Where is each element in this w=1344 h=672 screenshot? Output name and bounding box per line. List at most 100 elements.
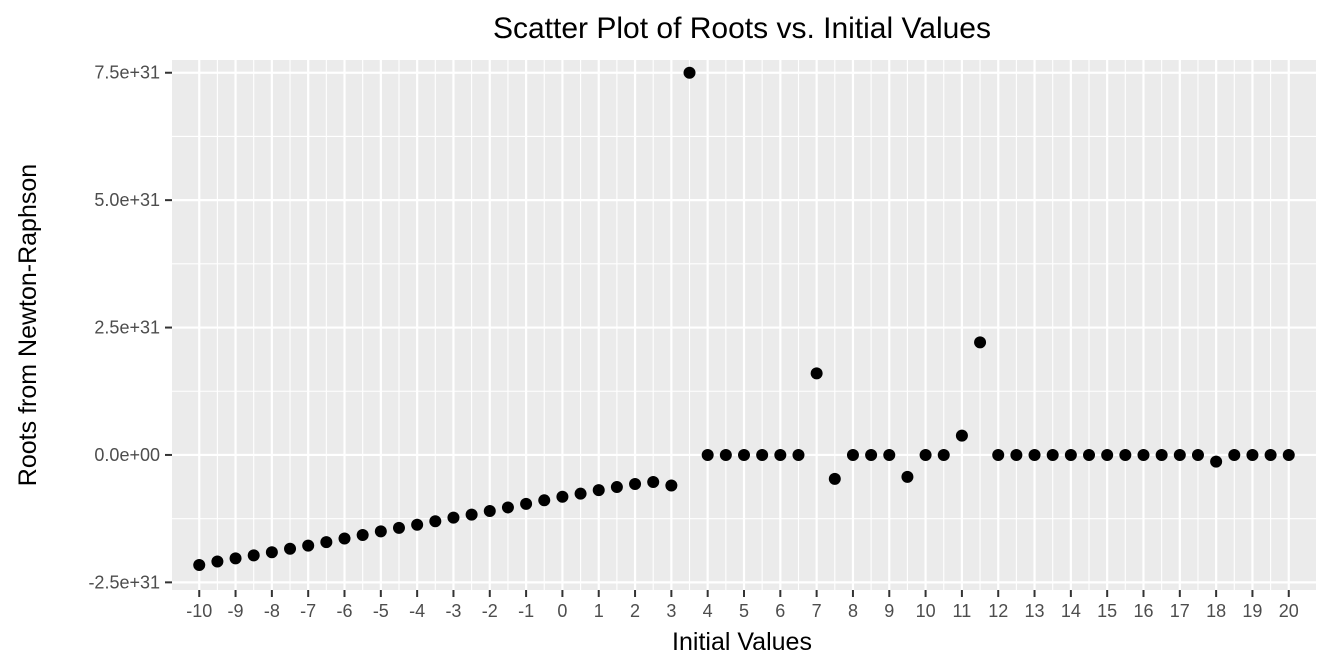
minor-gridlines	[172, 60, 1316, 590]
x-tick-label: 14	[1061, 601, 1081, 621]
data-point	[719, 448, 732, 461]
data-point	[302, 539, 315, 552]
data-point	[846, 448, 859, 461]
x-tick-label: 8	[848, 601, 858, 621]
data-point	[356, 528, 369, 541]
data-point	[592, 484, 605, 497]
data-point	[701, 448, 714, 461]
data-point	[338, 532, 351, 545]
x-tick-label: -4	[409, 601, 425, 621]
data-point	[683, 66, 696, 79]
x-tick-label: 19	[1242, 601, 1262, 621]
data-point	[1173, 448, 1186, 461]
x-tick-label: 5	[739, 601, 749, 621]
data-point	[1282, 448, 1295, 461]
data-point	[520, 497, 533, 510]
data-point	[792, 448, 805, 461]
data-point	[828, 472, 841, 485]
x-axis-title: Initial Values	[672, 628, 812, 656]
data-point	[629, 478, 642, 490]
x-tick-label: 18	[1206, 601, 1226, 621]
y-axis: -2.5e+31 0.0e+00 2.5e+31 5.0e+31 7.5e+31	[88, 63, 172, 592]
data-point	[411, 518, 424, 531]
data-point	[919, 448, 932, 461]
data-point	[1191, 448, 1204, 461]
x-tick-label: 6	[775, 601, 785, 621]
data-point	[1137, 448, 1150, 461]
y-tick-label: 0.0e+00	[94, 445, 160, 465]
x-tick-label: -2	[482, 601, 498, 621]
y-tick-label: -2.5e+31	[88, 572, 160, 592]
x-tick-label: 12	[988, 601, 1008, 621]
data-point	[1083, 448, 1096, 461]
x-tick-label: -8	[264, 601, 280, 621]
x-tick-label: 2	[630, 601, 640, 621]
data-point	[774, 448, 787, 461]
y-tick-label: 5.0e+31	[94, 190, 160, 210]
x-tick-label: 10	[916, 601, 936, 621]
x-tick-label: -3	[445, 601, 461, 621]
data-point	[738, 448, 750, 461]
data-point	[974, 336, 987, 349]
data-point	[483, 505, 496, 518]
data-point	[647, 475, 660, 488]
y-axis-title: Roots from Newton-Raphson	[14, 164, 42, 486]
x-tick-label: -6	[337, 601, 353, 621]
data-points	[193, 66, 1295, 572]
data-point	[955, 429, 968, 442]
data-point	[756, 448, 769, 461]
data-point	[574, 487, 587, 500]
data-point	[901, 470, 914, 483]
x-tick-label: 20	[1279, 601, 1299, 621]
data-point	[320, 536, 333, 549]
x-tick-label: -5	[373, 601, 389, 621]
x-tick-label: -1	[518, 601, 534, 621]
data-point	[1101, 448, 1114, 461]
x-tick-label: 16	[1133, 601, 1153, 621]
data-point	[465, 508, 478, 521]
data-point	[1246, 448, 1259, 461]
x-tick-label: 3	[666, 601, 676, 621]
data-point	[556, 490, 569, 503]
data-point	[429, 515, 442, 528]
x-tick-label: 13	[1025, 601, 1045, 621]
y-tick-label: 2.5e+31	[94, 318, 160, 338]
major-gridlines	[172, 60, 1316, 590]
data-point	[193, 559, 206, 572]
x-tick-label: 7	[812, 601, 822, 621]
x-tick-label: 1	[594, 601, 604, 621]
data-point	[1010, 448, 1023, 461]
data-point	[610, 481, 623, 494]
x-axis: -10 -9 -8 -7 -6 -5 -4 -3 -2 -1 0 1 2 3 4 5 6 7 8 9 10 11 12 13 1…	[186, 590, 1299, 621]
data-point	[1119, 448, 1132, 461]
y-tick-label: 7.5e+31	[94, 63, 160, 83]
data-point	[211, 555, 224, 568]
data-point	[1064, 448, 1077, 461]
x-tick-label: 15	[1097, 601, 1117, 621]
chart-title: Scatter Plot of Roots vs. Initial Values	[493, 12, 991, 45]
x-tick-label: 11	[953, 601, 972, 621]
x-tick-label: -10	[186, 601, 212, 621]
x-tick-label: -9	[228, 601, 244, 621]
data-point	[810, 367, 823, 380]
data-point	[447, 511, 460, 524]
data-point	[538, 494, 551, 507]
data-point	[937, 448, 950, 461]
data-point	[374, 525, 387, 538]
data-point	[1028, 448, 1041, 461]
data-point	[247, 549, 260, 562]
data-point	[1046, 448, 1059, 461]
data-point	[229, 552, 242, 565]
x-tick-label: 0	[557, 601, 567, 621]
data-point	[265, 546, 278, 559]
data-point	[992, 448, 1005, 461]
data-point	[1264, 448, 1277, 461]
data-point	[284, 542, 297, 555]
data-point	[665, 479, 678, 492]
data-point	[865, 448, 878, 461]
data-point	[1228, 448, 1241, 461]
data-point	[1155, 448, 1168, 461]
data-point	[883, 448, 896, 461]
x-tick-label: 17	[1170, 601, 1190, 621]
data-point	[501, 501, 514, 514]
